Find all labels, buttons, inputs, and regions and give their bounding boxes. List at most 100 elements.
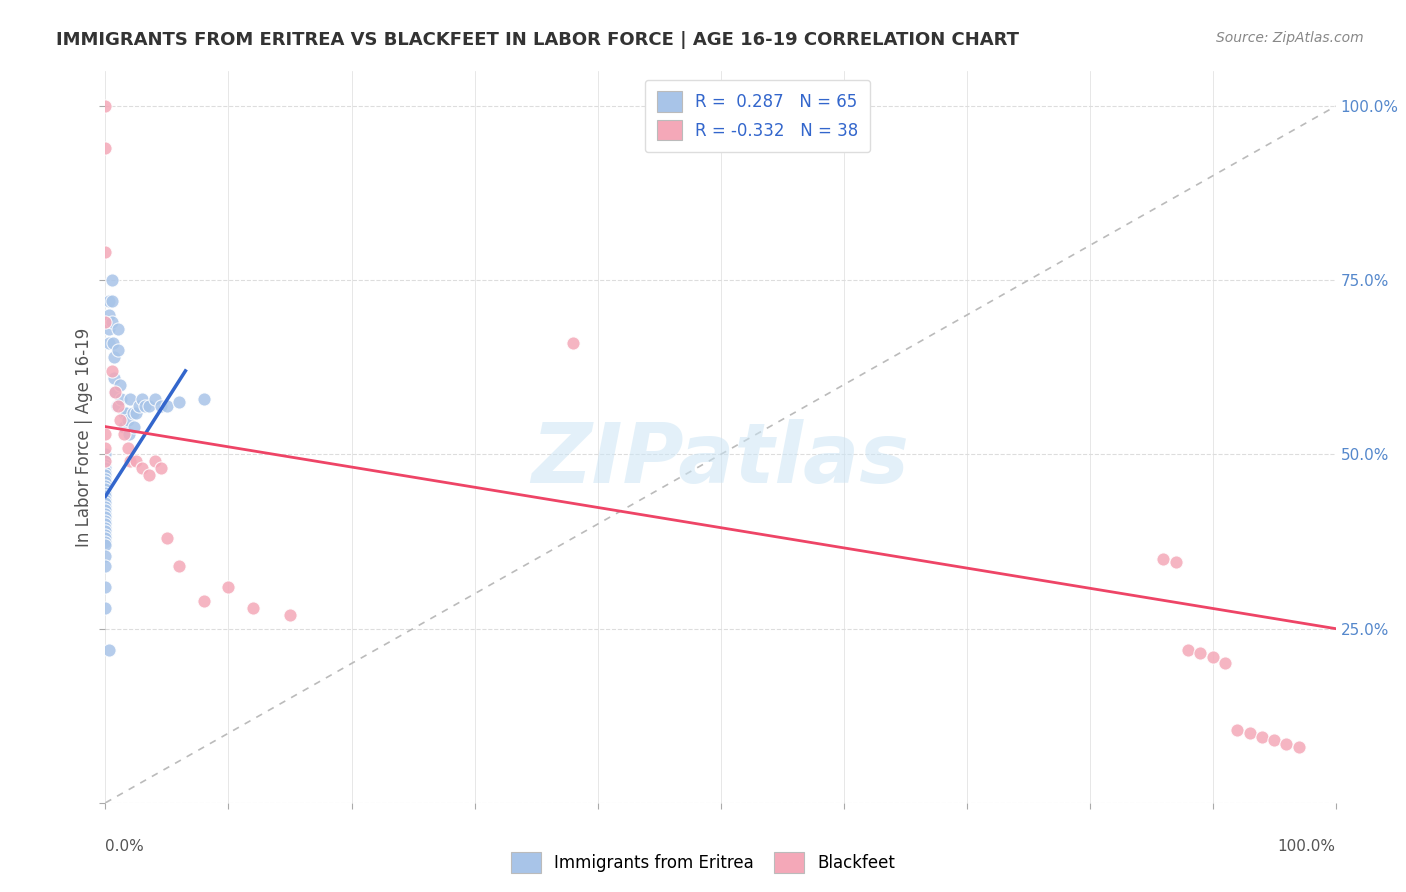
Point: [1177, 642, 1199, 657]
Point: [143, 392, 166, 406]
Point: [138, 399, 160, 413]
Point: [98, 642, 121, 657]
Legend: R =  0.287   N = 65, R = -0.332   N = 38: R = 0.287 N = 65, R = -0.332 N = 38: [645, 79, 870, 152]
Point: [94, 534, 117, 549]
Point: [94, 465, 117, 479]
Point: [149, 399, 172, 413]
Point: [131, 461, 153, 475]
Point: [110, 412, 132, 426]
Point: [94, 454, 117, 468]
Point: [98, 308, 121, 322]
Point: [1239, 726, 1261, 740]
Point: [98, 336, 121, 351]
Point: [112, 406, 135, 420]
Point: [94, 507, 117, 521]
Point: [94, 426, 117, 441]
Text: 0.0%: 0.0%: [105, 839, 145, 855]
Point: [1288, 740, 1310, 755]
Point: [156, 531, 179, 545]
Point: [98, 322, 121, 336]
Point: [94, 514, 117, 528]
Point: [94, 510, 117, 524]
Point: [1189, 646, 1212, 660]
Point: [121, 406, 143, 420]
Point: [103, 371, 125, 385]
Point: [94, 245, 117, 260]
Point: [105, 399, 128, 413]
Point: [94, 558, 117, 573]
Point: [103, 350, 125, 364]
Point: [112, 426, 135, 441]
Point: [149, 461, 172, 475]
Point: [94, 475, 117, 490]
Point: [94, 517, 117, 532]
Point: [94, 461, 117, 475]
Point: [1251, 730, 1274, 744]
Point: [94, 496, 117, 510]
Point: [107, 322, 129, 336]
Point: [118, 426, 141, 441]
Point: [131, 392, 153, 406]
Point: [94, 500, 117, 514]
Point: [1153, 552, 1175, 566]
Point: [1202, 649, 1225, 664]
Point: [94, 538, 117, 552]
Point: [100, 315, 122, 329]
Point: [101, 336, 124, 351]
Point: [169, 558, 191, 573]
Point: [94, 315, 117, 329]
Point: [94, 479, 117, 493]
Point: [110, 377, 132, 392]
Point: [94, 503, 117, 517]
Point: [1263, 733, 1285, 747]
Point: [128, 399, 150, 413]
Point: [94, 454, 117, 468]
Text: ZIPatlas: ZIPatlas: [531, 418, 910, 500]
Point: [1164, 556, 1187, 570]
Point: [100, 294, 122, 309]
Point: [122, 419, 145, 434]
Point: [115, 406, 138, 420]
Point: [120, 454, 141, 468]
Text: Source: ZipAtlas.com: Source: ZipAtlas.com: [1216, 31, 1364, 45]
Point: [143, 454, 166, 468]
Point: [94, 441, 117, 455]
Point: [100, 364, 122, 378]
Point: [94, 549, 117, 563]
Point: [94, 141, 117, 155]
Point: [562, 336, 585, 351]
Point: [218, 580, 240, 594]
Point: [94, 600, 117, 615]
Point: [242, 600, 264, 615]
Point: [94, 458, 117, 472]
Point: [156, 399, 179, 413]
Point: [125, 454, 148, 468]
Point: [134, 399, 156, 413]
Point: [94, 483, 117, 497]
Point: [94, 468, 117, 483]
Point: [1275, 737, 1298, 751]
Point: [193, 594, 215, 608]
Point: [94, 524, 117, 538]
Point: [110, 392, 132, 406]
Point: [100, 273, 122, 287]
Point: [117, 412, 139, 426]
Point: [112, 419, 135, 434]
Point: [94, 492, 117, 507]
Point: [94, 531, 117, 545]
Text: IMMIGRANTS FROM ERITREA VS BLACKFEET IN LABOR FORCE | AGE 16-19 CORRELATION CHAR: IMMIGRANTS FROM ERITREA VS BLACKFEET IN …: [56, 31, 1019, 49]
Point: [138, 468, 160, 483]
Point: [94, 448, 117, 462]
Point: [125, 406, 148, 420]
Point: [94, 485, 117, 500]
Point: [94, 99, 117, 113]
Point: [94, 580, 117, 594]
Point: [169, 395, 191, 409]
Point: [104, 384, 127, 399]
Point: [94, 489, 117, 503]
Point: [94, 521, 117, 535]
Point: [1226, 723, 1249, 737]
Point: [94, 472, 117, 486]
Y-axis label: In Labor Force | Age 16-19: In Labor Force | Age 16-19: [75, 327, 93, 547]
Point: [98, 294, 121, 309]
